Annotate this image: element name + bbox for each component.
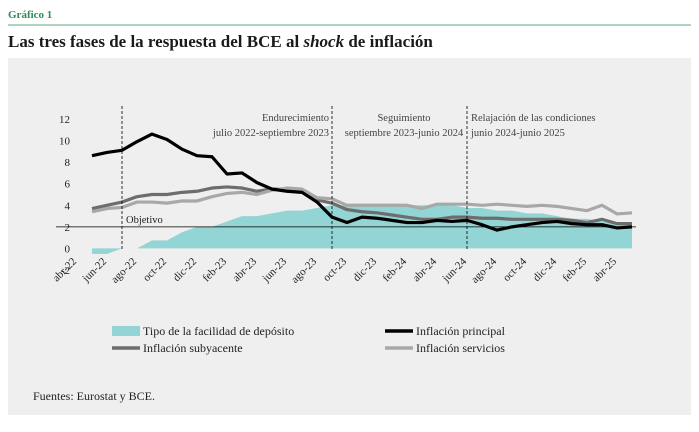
- legend-label: Inflación servicios: [416, 341, 505, 355]
- target-label: Objetivo: [126, 215, 163, 226]
- phase-period: septiembre 2023-junio 2024: [345, 128, 464, 139]
- y-tick-label: 0: [65, 243, 71, 255]
- y-tick-label: 2: [65, 222, 71, 234]
- legend-label: Inflación principal: [416, 324, 506, 338]
- chart-label: Gráfico 1: [8, 9, 52, 21]
- phase-period: junio 2024-junio 2025: [470, 128, 565, 139]
- legend-label: Tipo de la facilidad de depósito: [143, 324, 294, 338]
- y-tick-label: 6: [65, 179, 71, 191]
- line: [91, 185, 632, 226]
- line: [91, 186, 633, 216]
- title-part: Las tres fases de la respuesta del BCE a…: [8, 32, 303, 51]
- source: Fuentes: Eurostat y BCE.: [33, 389, 155, 403]
- phase-name: Seguimiento: [377, 113, 430, 124]
- line: [91, 132, 633, 232]
- legend-label: Inflación subyacente: [143, 341, 243, 355]
- phase-name: Endurecimiento: [262, 113, 329, 124]
- y-tick-label: 8: [65, 157, 71, 169]
- legend-swatch: [112, 326, 140, 336]
- title-part: shock: [302, 32, 344, 51]
- y-tick-label: -2: [61, 265, 70, 277]
- phase-name: Relajación de las condiciones: [471, 113, 596, 124]
- title-part: de inflación: [344, 32, 433, 51]
- y-tick-label: 12: [59, 114, 70, 126]
- y-tick-label: 10: [59, 136, 71, 148]
- phase-period: julio 2022-septiembre 2023: [212, 128, 329, 139]
- y-tick-label: 4: [65, 200, 71, 212]
- chart-title: Las tres fases de la respuesta del BCE a…: [8, 32, 433, 51]
